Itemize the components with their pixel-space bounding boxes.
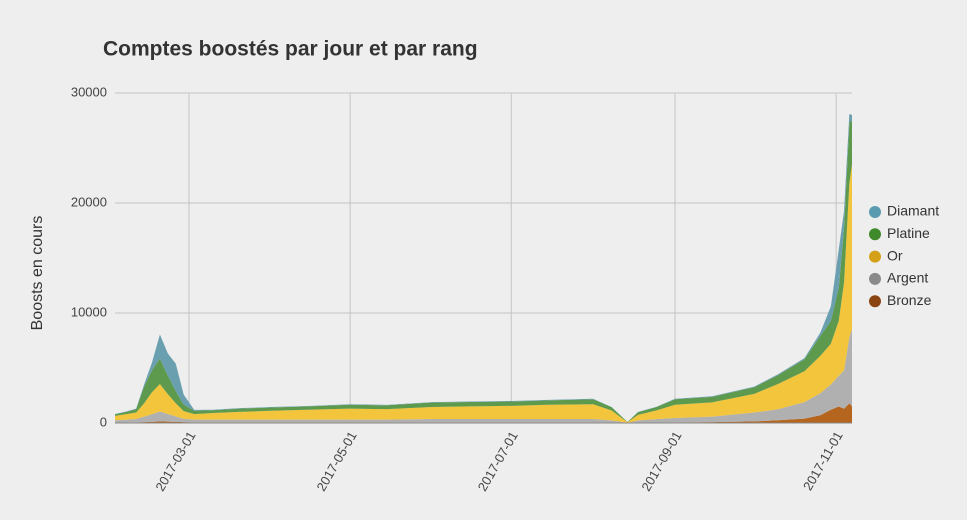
legend-marker [869,206,881,218]
legend-label: Bronze [887,292,932,308]
area [115,403,852,423]
area [115,329,852,423]
legend-label: Or [887,247,903,263]
legend-label: Diamant [887,203,939,219]
y-tick-label: 10000 [71,304,107,319]
chart-title: Comptes boostés par jour et par rang [103,38,478,61]
legend-marker [869,250,881,263]
area [115,164,852,423]
legend-marker [869,228,881,241]
y-tick-label: 0 [100,414,107,429]
legend-label: Argent [887,270,928,286]
legend-label: Platine [887,225,930,241]
y-tick-label: 20000 [71,194,107,209]
y-tick-label: 30000 [71,84,107,99]
legend-marker [869,272,881,285]
legend-marker [869,295,881,308]
y-axis-label: Boosts en cours [29,216,46,331]
